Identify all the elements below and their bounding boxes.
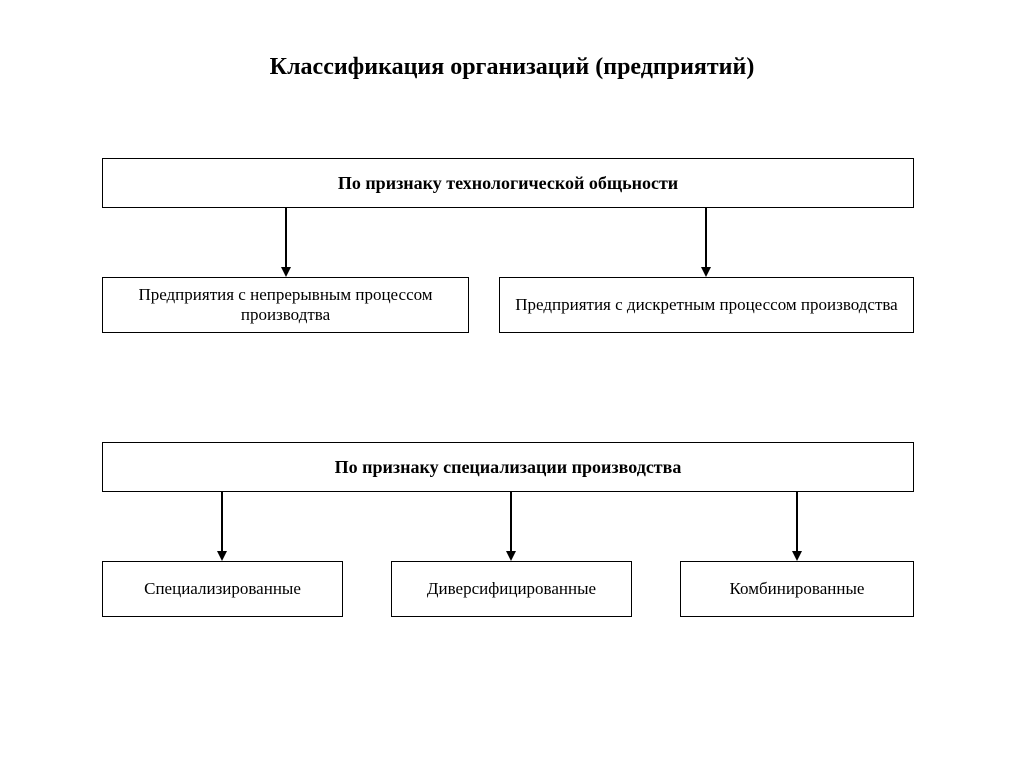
edges-layer bbox=[0, 0, 1024, 767]
